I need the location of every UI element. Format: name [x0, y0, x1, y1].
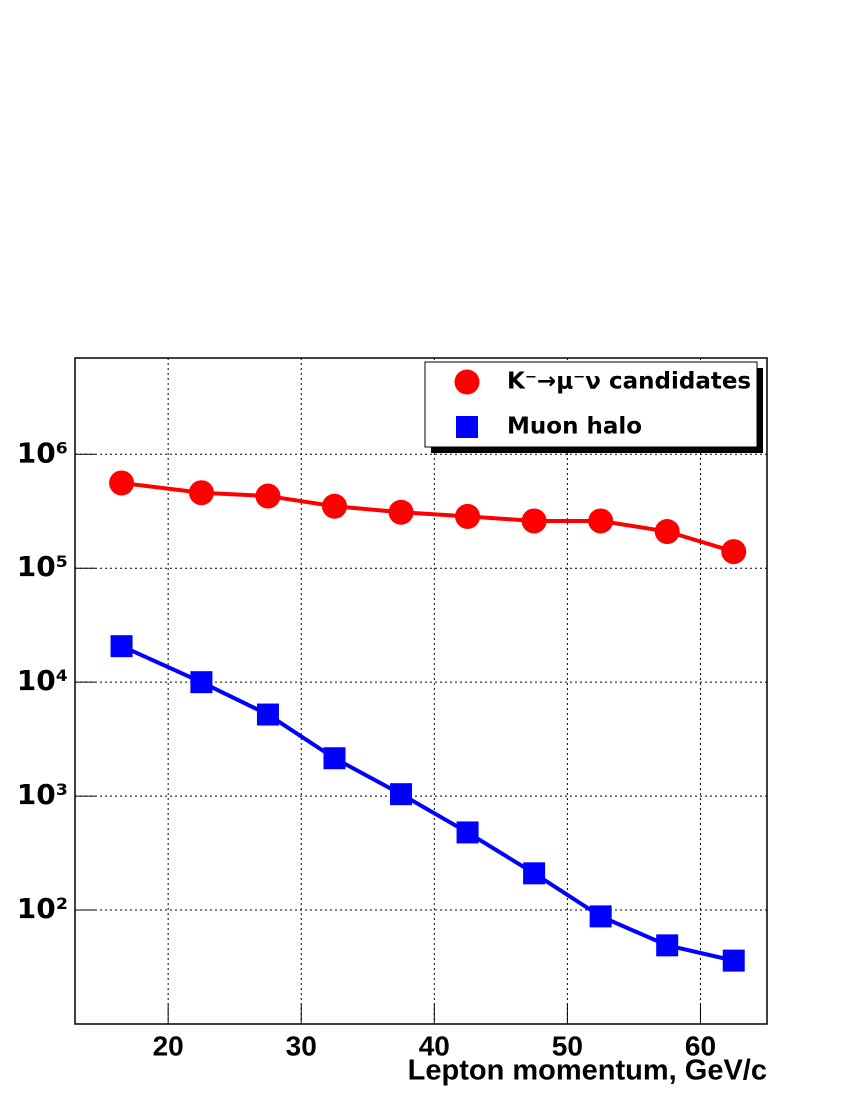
- data-point: [521, 508, 547, 534]
- data-point: [656, 934, 679, 957]
- x-tick-label: 30: [286, 1030, 317, 1061]
- y-tick-label: 10³: [17, 778, 68, 811]
- legend-label: Muon halo: [507, 414, 642, 440]
- legend-swatch: [454, 369, 480, 395]
- legend-box: [424, 361, 758, 448]
- data-point: [388, 499, 414, 525]
- data-point: [255, 483, 281, 509]
- x-tick-label: 20: [153, 1030, 184, 1061]
- data-point: [722, 949, 745, 972]
- series-line: [121, 480, 735, 554]
- y-tick-label: 10²: [17, 892, 68, 925]
- y-tick-label: 10⁶: [17, 436, 68, 469]
- data-point: [654, 519, 680, 545]
- data-point: [721, 539, 747, 565]
- y-tick-label: 10⁵: [17, 550, 68, 583]
- data-point: [588, 508, 614, 534]
- data-point: [455, 503, 481, 529]
- data-point: [256, 703, 279, 726]
- data-point: [456, 821, 479, 844]
- data-point: [523, 862, 546, 885]
- x-tick-label: 60: [685, 1030, 716, 1061]
- data-point: [188, 480, 214, 506]
- series-line: [120, 644, 735, 963]
- data-point: [190, 671, 213, 694]
- data-point: [589, 905, 612, 928]
- y-tick-label: 10⁴: [17, 664, 68, 697]
- data-point: [390, 783, 413, 806]
- legend-swatch: [456, 416, 478, 438]
- data-point: [110, 635, 133, 658]
- x-axis-label: Lepton momentum, GeV/c: [408, 1055, 767, 1087]
- plot-frame: [74, 357, 768, 1025]
- x-tick-label: 50: [552, 1030, 583, 1061]
- data-point: [323, 747, 346, 770]
- data-point: [109, 470, 135, 496]
- x-tick-label: 40: [419, 1030, 450, 1061]
- data-point: [322, 493, 347, 519]
- legend-label: K⁻→μ⁻ν candidates: [507, 369, 751, 395]
